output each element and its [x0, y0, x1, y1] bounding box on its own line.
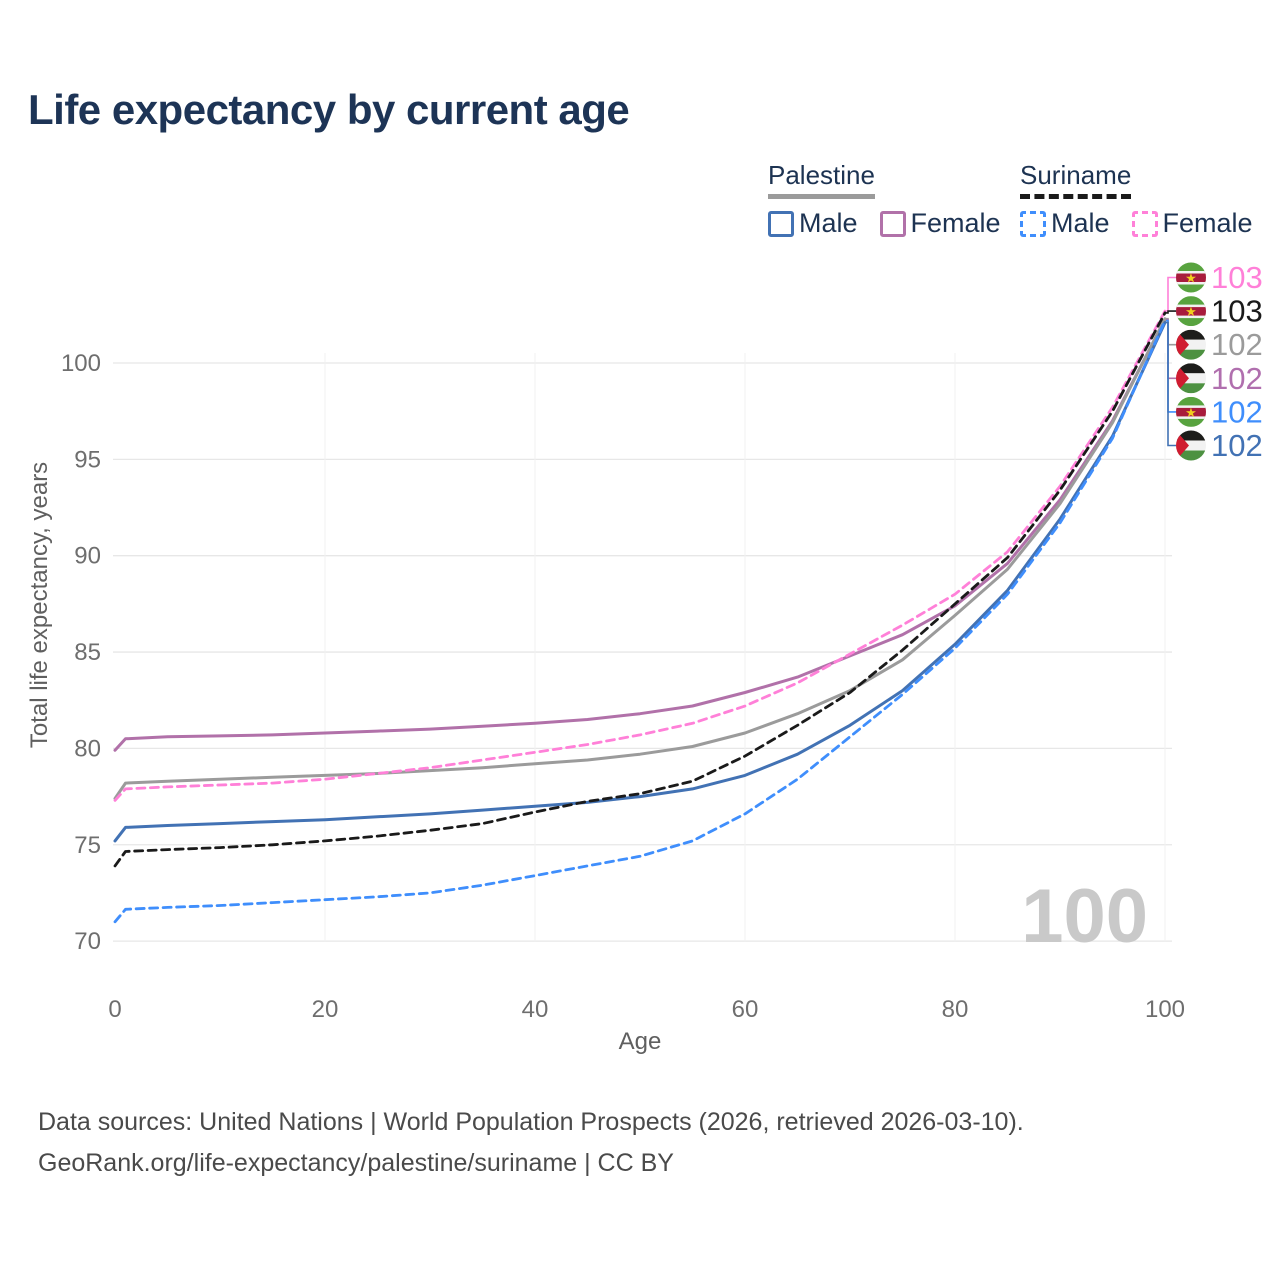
svg-text:20: 20 [312, 996, 339, 1023]
svg-text:85: 85 [74, 639, 101, 666]
suriname-flag-icon: ★ [1176, 262, 1206, 293]
svg-text:0: 0 [108, 996, 121, 1023]
legend-header-suriname: Suriname [1020, 160, 1132, 199]
palestine-flag-icon [1176, 363, 1206, 394]
end-label-value: 103 [1211, 294, 1263, 329]
end-label-connector [1166, 321, 1176, 447]
end-label-value: 102 [1211, 428, 1263, 463]
line-palestine-female [113, 318, 1167, 752]
axis-titles: Age Total life expectancy, years [26, 462, 661, 1055]
suriname-flag-icon: ★ [1176, 296, 1206, 327]
legend-items-suriname: Male Female [1020, 208, 1253, 239]
svg-text:95: 95 [74, 446, 101, 473]
x-axis-tick-labels: 0 20 40 60 80 100 [108, 996, 1185, 1023]
x-axis-title: Age [619, 1028, 662, 1055]
suriname-male-swatch-icon [1020, 210, 1046, 237]
line-suriname-female [113, 309, 1167, 802]
palestine-flag-icon [1176, 329, 1206, 360]
end-label-value: 102 [1211, 327, 1263, 362]
svg-text:70: 70 [74, 928, 101, 955]
palestine-flag-icon [1176, 430, 1206, 461]
legend-item-suriname-female[interactable]: Female [1131, 208, 1253, 239]
end-label-value: 102 [1211, 394, 1263, 429]
svg-text:60: 60 [732, 996, 759, 1023]
end-label-connector [1166, 310, 1176, 314]
svg-text:100: 100 [1145, 996, 1185, 1023]
watermark-age: 100 [1021, 874, 1148, 959]
legend-item-label: Female [910, 208, 1001, 238]
svg-text:40: 40 [522, 996, 549, 1023]
end-label-value: 103 [1211, 260, 1263, 295]
footer-attribution: GeoRank.org/life-expectancy/palestine/su… [38, 1149, 674, 1177]
page-title: Life expectancy by current age [28, 86, 630, 133]
suriname-flag-icon: ★ [1176, 396, 1206, 427]
line-suriname-male [113, 319, 1167, 924]
svg-text:100: 100 [61, 350, 101, 377]
line-palestine-total [113, 317, 1167, 800]
footer-data-sources: Data sources: United Nations | World Pop… [38, 1108, 1024, 1136]
legend-item-palestine-female[interactable]: Female [879, 208, 1001, 239]
gridlines [113, 353, 1172, 942]
palestine-female-swatch-icon [879, 210, 906, 237]
end-label-connector [1166, 276, 1176, 312]
series-lines [113, 309, 1167, 924]
legend-header-palestine: Palestine [768, 160, 875, 199]
svg-text:80: 80 [942, 996, 969, 1023]
svg-text:90: 90 [74, 543, 101, 570]
legend-items-palestine: Male Female [768, 208, 1001, 239]
legend-group-palestine: Palestine Male Female [768, 160, 1001, 239]
svg-text:★: ★ [1185, 304, 1197, 319]
svg-text:80: 80 [74, 735, 101, 762]
y-axis-title: Total life expectancy, years [26, 462, 53, 748]
svg-text:★: ★ [1185, 405, 1197, 420]
svg-text:100: 100 [1021, 874, 1148, 959]
legend-item-label: Male [1051, 208, 1110, 238]
legend-item-palestine-male[interactable]: Male [768, 208, 858, 239]
svg-text:75: 75 [74, 832, 101, 859]
y-axis-tick-labels: 70 75 80 85 90 95 100 [61, 350, 101, 955]
palestine-male-swatch-icon [768, 210, 794, 237]
line-chart: 100 70 75 80 85 90 95 100 0 20 40 60 80 100 Age Tota… [26, 260, 1263, 1055]
legend-item-suriname-male[interactable]: Male [1020, 208, 1110, 239]
suriname-female-swatch-icon [1131, 210, 1158, 237]
svg-text:★: ★ [1185, 271, 1197, 286]
end-label-value: 102 [1211, 361, 1263, 396]
legend-item-label: Male [799, 208, 858, 238]
line-suriname-total [113, 311, 1167, 868]
legend-item-label: Female [1162, 208, 1253, 238]
legend-group-suriname: Suriname Male Female [1020, 160, 1253, 239]
line-palestine-male [113, 321, 1167, 843]
